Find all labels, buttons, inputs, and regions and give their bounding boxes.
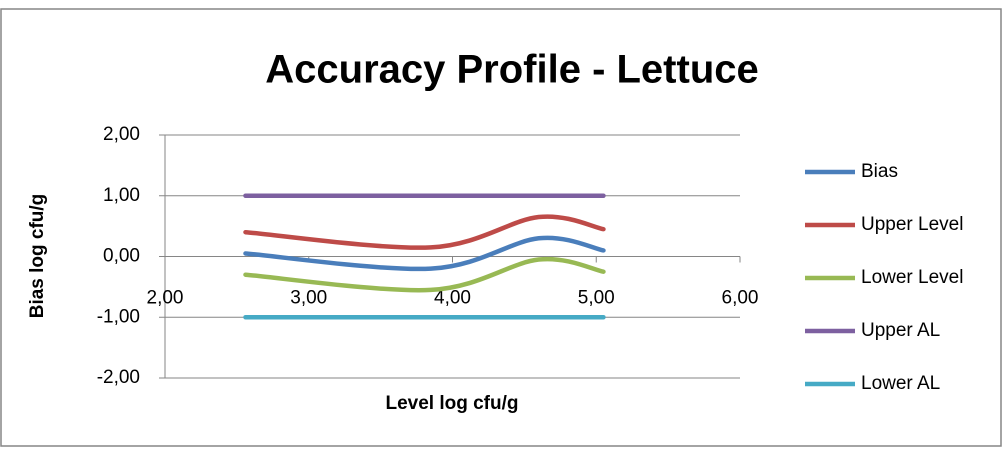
y-axis-label: Bias log cfu/g bbox=[27, 194, 48, 319]
legend-label: Upper AL bbox=[861, 320, 940, 341]
x-tick-label: 2,00 bbox=[147, 288, 184, 309]
y-tick-label: 2,00 bbox=[103, 124, 140, 145]
y-tick-label: 0,00 bbox=[103, 246, 140, 267]
series-line bbox=[243, 214, 606, 250]
legend-label: Upper Level bbox=[861, 214, 963, 235]
x-tick-label: 5,00 bbox=[578, 288, 615, 309]
chart-title: Accuracy Profile - Lettuce bbox=[265, 48, 759, 92]
x-tick-label: 6,00 bbox=[722, 288, 759, 309]
legend-label: Bias bbox=[861, 161, 898, 182]
series-line bbox=[243, 256, 606, 293]
x-tick-label: 4,00 bbox=[434, 288, 471, 309]
y-tick-label: -2,00 bbox=[97, 367, 140, 388]
x-axis-label: Level log cfu/g bbox=[385, 393, 518, 414]
legend-label: Lower AL bbox=[861, 373, 940, 394]
x-tick-label: 3,00 bbox=[290, 288, 327, 309]
legend-label: Lower Level bbox=[861, 267, 963, 288]
series-line bbox=[243, 235, 606, 272]
y-tick-label: 1,00 bbox=[103, 185, 140, 206]
y-tick-label: -1,00 bbox=[97, 306, 140, 327]
